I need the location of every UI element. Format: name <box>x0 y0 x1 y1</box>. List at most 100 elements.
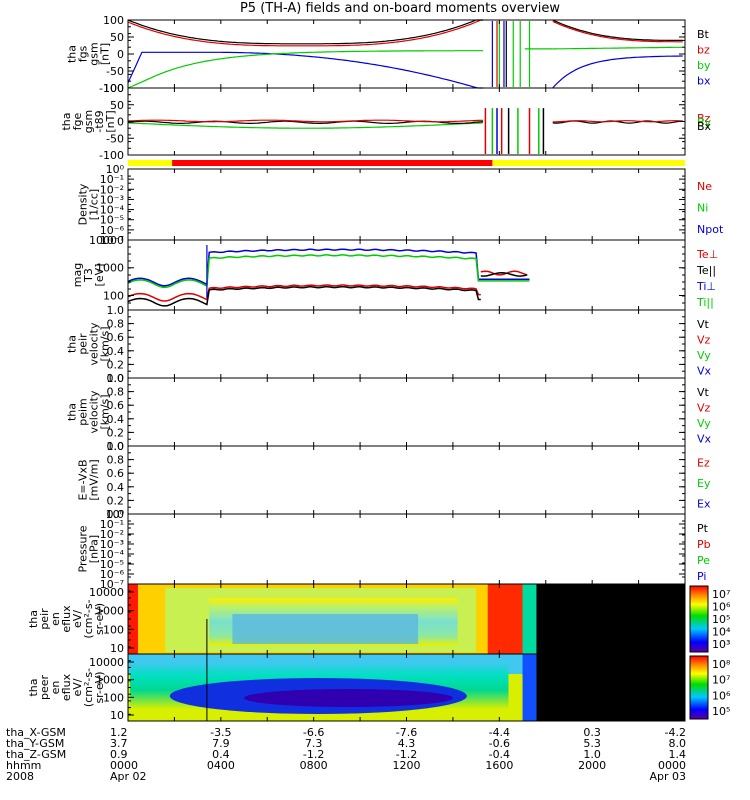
x-tick-label: 7.9 <box>212 737 230 750</box>
x-tick-label: 3.7 <box>110 737 128 750</box>
legend-entry: Bx <box>697 120 712 133</box>
series-bz <box>127 19 484 47</box>
y-tick-label: 0.8 <box>107 386 125 399</box>
colorbar-tick-label: 10⁴ <box>712 626 731 639</box>
y-tick-label: 50 <box>110 99 124 112</box>
colorbar-tick-label: 10⁷ <box>712 674 730 687</box>
y-axis-label-line: [nPa] <box>88 535 101 563</box>
y-tick-label: 10⁻³ <box>100 193 124 206</box>
series-bt <box>552 19 683 41</box>
series-By <box>127 122 484 129</box>
y-axis-label-line: -t89 <box>93 110 106 132</box>
x-axis-row-label: tha_Z-GSM <box>6 748 66 761</box>
y-axis-label-line: (cm²-s- <box>82 599 95 638</box>
panel-frame <box>127 445 686 515</box>
series-Bz <box>552 120 683 123</box>
y-axis-label-line: eV/ <box>71 610 84 628</box>
spectrogram-fill <box>522 584 537 654</box>
y-tick-label: 10000 <box>89 234 124 247</box>
legend-entry: Vt <box>697 386 710 399</box>
y-tick-label: 0.6 <box>107 399 125 412</box>
colorbar <box>689 585 709 653</box>
legend-entry: Ni <box>697 202 708 215</box>
y-tick-label: 10⁻³ <box>100 538 124 551</box>
y-tick-label: 100 <box>103 691 124 704</box>
y-tick-label: 10⁻⁴ <box>100 204 125 217</box>
spectrogram-fill <box>244 689 453 707</box>
y-tick-label: 10 <box>110 642 124 655</box>
y-axis-label-line: tha <box>66 403 79 421</box>
y-tick-label: 0.6 <box>107 467 125 480</box>
x-axis-row-label: hhmm <box>6 759 41 772</box>
y-tick-label: 10⁻⁶ <box>100 568 125 581</box>
panel-frame <box>127 377 686 447</box>
colorbar-tick-label: 10⁷ <box>712 588 730 601</box>
y-axis-label-line: [eV] <box>93 264 106 287</box>
y-axis-label: Density[1/cc] <box>77 183 101 225</box>
x-tick-label: -1.2 <box>303 748 324 761</box>
y-axis-label-line: tha <box>66 335 79 353</box>
y-tick-label: -100 <box>99 149 124 162</box>
x-tick-label: -0.6 <box>489 737 510 750</box>
series-Ti-perp <box>127 248 530 287</box>
y-tick-label: 100 <box>103 623 124 636</box>
legend-entry: Pe <box>697 554 710 567</box>
y-axis-label-line: tha <box>66 45 79 63</box>
panel-frame <box>127 19 686 89</box>
y-tick-label: 10⁻¹ <box>100 518 124 531</box>
y-tick-label: 1000 <box>96 262 124 275</box>
y-tick-label: 0.2 <box>107 358 125 371</box>
y-tick-label: 0.6 <box>107 331 125 344</box>
y-axis-label-line: Pressure <box>77 525 90 572</box>
colorbar <box>689 655 709 720</box>
y-axis-label-line: sr-eV) <box>93 603 106 635</box>
y-axis-label-line: [mV/m] <box>88 459 101 500</box>
y-axis-label-line: velocity <box>88 390 101 433</box>
colorbar-tick-label: 10⁶ <box>712 601 731 614</box>
x-tick-label: 1200 <box>393 759 421 772</box>
x-tick-label: -4.4 <box>489 726 510 739</box>
y-axis-label-line: Density <box>77 183 90 225</box>
y-tick-label: 10⁻¹ <box>100 173 124 186</box>
legend-entry: Vx <box>697 364 712 377</box>
x-axis-row-label: 2008 <box>6 770 34 783</box>
legend-entry: bx <box>697 74 711 87</box>
y-axis-label-line: tha <box>27 678 40 696</box>
legend-entry: By <box>697 116 712 129</box>
y-tick-label: 10 <box>110 709 124 722</box>
y-axis-label-line: eflux <box>60 605 73 633</box>
y-axis-label-line: sr-eV) <box>93 671 106 703</box>
y-tick-label: 0 <box>117 116 124 129</box>
y-axis-label-line: [1/cc] <box>88 189 101 220</box>
spectrogram-nodata <box>536 584 685 654</box>
y-axis-label-line: gsm <box>88 42 101 65</box>
series-bz <box>552 20 683 43</box>
y-axis-label-line: E=-VxB <box>77 459 90 500</box>
series-by <box>552 46 683 50</box>
legend-entry: Vy <box>697 417 711 430</box>
y-tick-label: 10⁰ <box>106 508 125 521</box>
y-tick-label: 10⁰ <box>106 163 125 176</box>
y-axis-label: E=-VxB[mV/m] <box>77 459 101 500</box>
spectrogram-nodata <box>536 654 685 721</box>
y-axis-label-line: peim <box>77 398 90 426</box>
y-axis-label: Pressure[nPa] <box>77 525 101 572</box>
x-tick-label: -1.2 <box>396 748 417 761</box>
chart-title: P5 (TH-A) fields and on-board moments ov… <box>239 1 561 16</box>
series-bx <box>552 55 683 89</box>
x-tick-label: 1.2 <box>110 726 128 739</box>
y-tick-label: 1.0 <box>107 304 125 317</box>
legend-entry: Vt <box>697 318 710 331</box>
y-tick-label: 10⁻² <box>100 528 124 541</box>
y-axis-label-line: mag <box>71 263 84 287</box>
y-tick-label: 1.0 <box>107 440 125 453</box>
y-tick-label: 0.4 <box>107 413 125 426</box>
y-tick-label: 0.0 <box>107 440 125 453</box>
colorbar-tick-label: 10⁵ <box>712 613 730 626</box>
y-tick-label: 100 <box>103 82 124 95</box>
x-tick-label: -3.5 <box>210 726 231 739</box>
x-axis-row-label: tha_Y-GSM <box>6 737 64 750</box>
spectrogram-fill <box>232 614 419 644</box>
y-axis-label-line: en <box>49 612 62 626</box>
series-Te-perp <box>127 284 481 302</box>
